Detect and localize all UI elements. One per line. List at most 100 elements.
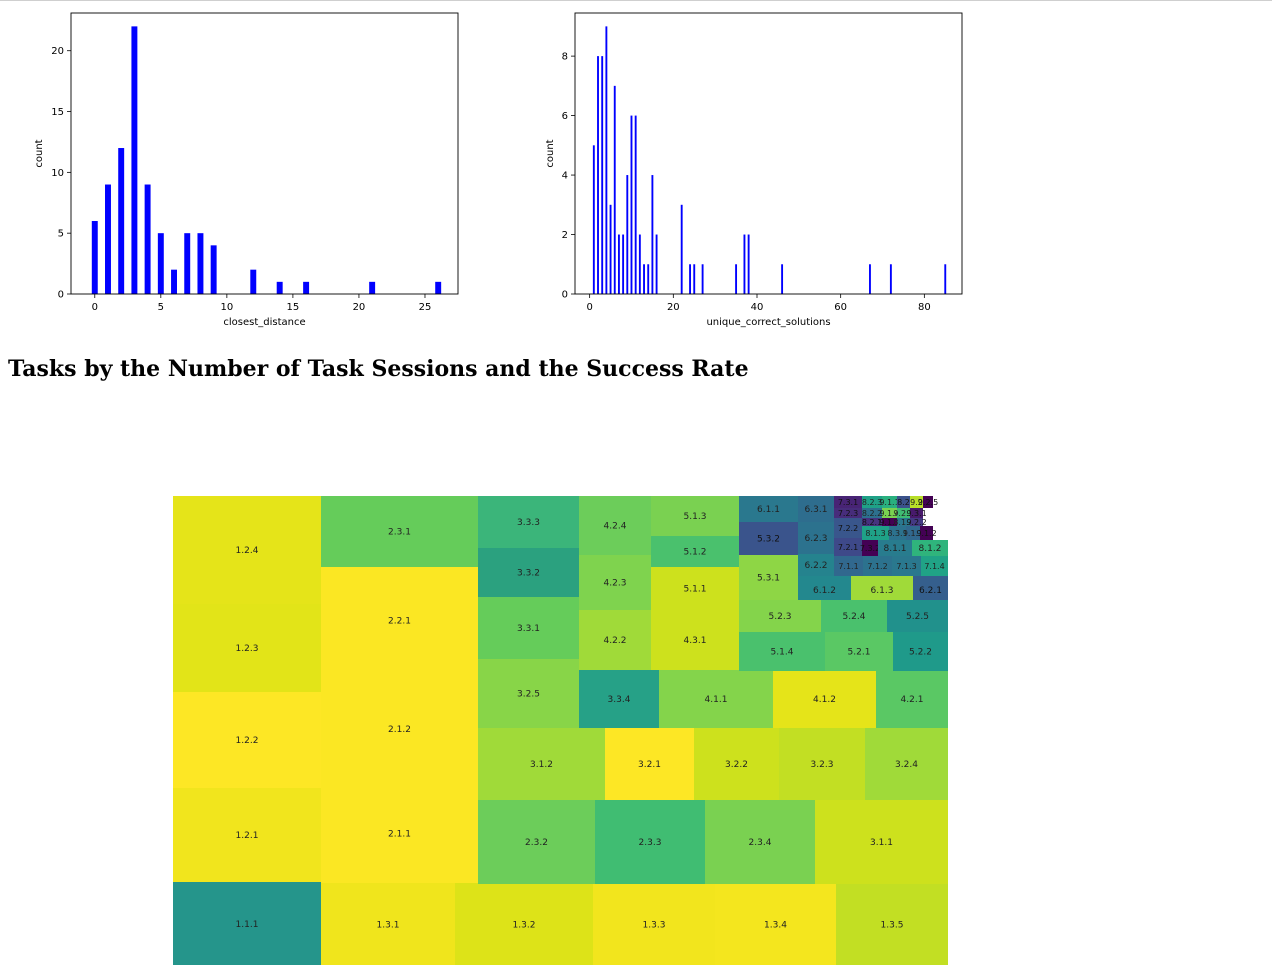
treemap-cell-label: 7.3.1: [838, 498, 858, 507]
treemap-cell-label: 7.1.3: [896, 562, 916, 571]
treemap-cell-label: 9.2.2: [906, 518, 926, 527]
histogram-bar: [680, 204, 683, 294]
treemap-cell-label: 9.2: [910, 498, 923, 507]
x-tick-label: 60: [834, 302, 847, 313]
treemap-cell: [910, 508, 923, 518]
y-tick-label: 5: [58, 229, 64, 240]
treemap-cell: [834, 556, 863, 576]
treemap-cell: [651, 610, 739, 670]
treemap-cell-label: 7.2.3: [838, 509, 858, 518]
treemap-cell-label: 1.3.3: [643, 921, 666, 931]
histogram-bar: [626, 175, 629, 294]
histogram-bar: [197, 233, 204, 294]
x-tick-label: 0: [92, 302, 98, 313]
histogram-bar: [630, 115, 633, 294]
treemap-cell: [825, 632, 893, 671]
treemap-cell-label: 3.1.2: [530, 760, 553, 770]
treemap-cell-label: 1.2.4: [236, 546, 259, 556]
treemap-cell-label: 5.2.1: [848, 648, 871, 658]
unique-solutions-histogram: 0 20 40 60 80 0 2 4 6 8 unique_correct_solutions co…: [545, 12, 963, 328]
histogram-bar: [647, 264, 650, 294]
treemap-cell: [920, 526, 933, 540]
treemap-cell-label: 5.3.2: [757, 535, 780, 545]
treemap-cell: [705, 800, 815, 884]
treemap-cell: [651, 536, 739, 567]
treemap-cell-label: 2.1.1: [388, 830, 411, 840]
treemap-cell: [821, 600, 887, 632]
treemap-cell-label: 3.2.3: [811, 760, 834, 770]
histogram-bar: [735, 264, 738, 294]
treemap-cell-label: 6.2.1: [919, 586, 942, 596]
treemap-cell-label: 3.3.1: [517, 624, 540, 634]
x-tick-label: 40: [751, 302, 764, 313]
treemap-cell-label: 3.1.1: [870, 838, 893, 848]
treemap-cell: [739, 496, 798, 522]
histogram-bar: [157, 233, 164, 294]
treemap-cell: [579, 670, 659, 728]
treemap-cell-label: 5.1.3: [684, 512, 707, 522]
treemap-cell-label: 5.2.5: [906, 612, 929, 622]
treemap-cell-label: 9.1.2: [916, 529, 936, 538]
treemap-cell-label: 4.2.1: [901, 695, 924, 705]
histogram-bar: [689, 264, 691, 294]
treemap-cell-label: 5.1.2: [684, 548, 707, 558]
x-tick-label: 5: [158, 302, 164, 313]
treemap-cell-label: 8.2: [897, 498, 910, 507]
histogram-bar: [171, 269, 177, 294]
treemap-cell-label: 4.1.2: [813, 695, 836, 705]
treemap-cell-label: 2.3.1: [388, 528, 411, 538]
treemap-cell: [478, 597, 579, 659]
histogram-bar: [617, 234, 620, 294]
treemap-cell-label: 8.1.4: [893, 518, 913, 527]
treemap-cell: [579, 555, 651, 610]
y-tick-label: 6: [562, 111, 568, 122]
treemap-cell-label: 2.3.2: [525, 838, 548, 848]
histogram-bar: [643, 264, 645, 294]
treemap-cell-label: 2.3.3: [639, 838, 662, 848]
treemap-cell: [605, 728, 694, 800]
treemap-cell: [173, 496, 321, 604]
treemap-cell-label: 5.1.1: [684, 585, 707, 595]
treemap-cell: [882, 508, 897, 518]
treemap-cell-label: 8.2.2: [862, 509, 882, 518]
treemap-cell: [478, 659, 579, 728]
treemap-cell: [921, 556, 948, 576]
treemap-cell: [878, 540, 912, 556]
treemap-cell-label: 3.2.2: [725, 760, 748, 770]
treemap-cell: [889, 526, 906, 540]
y-tick-label: 15: [51, 107, 64, 118]
treemap-cell-label: 5.3.1: [757, 574, 780, 584]
treemap-cell: [579, 496, 651, 555]
treemap-cell: [923, 496, 933, 508]
histogram-bar: [369, 281, 376, 294]
treemap-cell: [836, 883, 948, 965]
treemap-cell: [173, 882, 321, 965]
treemap-cell: [321, 567, 478, 674]
y-tick-label: 0: [58, 290, 64, 301]
treemap-cell: [478, 728, 605, 800]
treemap-cell: [862, 496, 882, 508]
treemap-cell: [321, 883, 455, 965]
treemap-cell: [651, 496, 739, 536]
treemap-cell: [739, 522, 798, 555]
treemap-cell-label: 6.1.1: [757, 505, 780, 515]
histogram-bar: [91, 221, 98, 294]
treemap-cell-label: 9.2.5: [893, 509, 913, 518]
treemap-cell: [862, 508, 882, 518]
treemap-cell-label: 9.3.1: [906, 509, 926, 518]
treemap-cell: [834, 538, 862, 556]
treemap-cell-label: 9.1.1: [879, 498, 899, 507]
treemap-cell-label: 6.2.3: [805, 534, 828, 544]
treemap-cell: [815, 800, 948, 884]
treemap-cell-label: 2.2.1: [388, 617, 411, 627]
y-tick-label: 2: [562, 230, 568, 241]
treemap-cell-label: 5.1.4: [771, 648, 794, 658]
treemap-cell-label: 2.3.4: [749, 838, 772, 848]
plot-frame: [70, 12, 459, 295]
treemap-cell-label: 4.3.1: [684, 636, 707, 646]
treemap-cell-label: 8.1.2: [919, 544, 942, 554]
treemap-cell-label: 6.1.3: [871, 586, 894, 596]
treemap-cell: [862, 518, 882, 526]
treemap-cell: [779, 728, 865, 800]
treemap-cell: [798, 496, 834, 522]
